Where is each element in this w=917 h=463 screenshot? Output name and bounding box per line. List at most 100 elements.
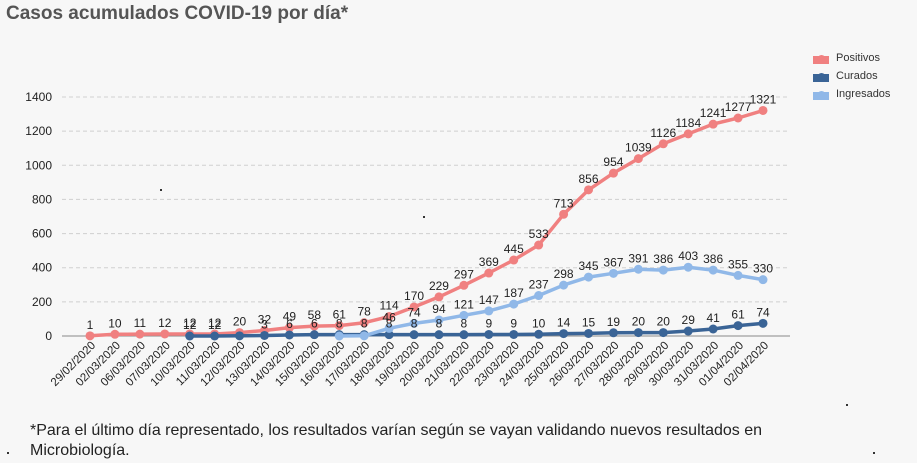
- data-point-curados: [284, 330, 294, 340]
- data-point-positivos: [160, 329, 170, 339]
- footnote: *Para el último día representado, los re…: [30, 422, 763, 459]
- data-label-curados: 3: [261, 317, 268, 331]
- data-point-curados: [758, 318, 768, 328]
- data-label-curados: 15: [582, 315, 596, 329]
- y-tick-label: 0: [45, 329, 52, 343]
- legend-label: Positivos: [836, 52, 881, 64]
- data-point-curados: [509, 329, 519, 339]
- y-tick-label: 1000: [25, 158, 52, 172]
- chart-title: Casos acumulados COVID-19 por día*: [6, 3, 349, 24]
- data-label-curados: 6: [311, 317, 318, 331]
- data-label-positivos: 297: [454, 267, 474, 281]
- legend-swatch: [813, 55, 829, 64]
- data-point-ingresados: [608, 268, 618, 278]
- data-point-positivos: [459, 280, 469, 290]
- data-label-ingresados: 345: [579, 259, 599, 273]
- data-point-positivos: [608, 168, 618, 178]
- data-label-ingresados: 391: [628, 251, 648, 265]
- data-label-curados: 74: [756, 305, 770, 319]
- data-point-positivos: [584, 185, 594, 195]
- data-point-positivos: [85, 331, 95, 341]
- y-tick-label: 1400: [25, 90, 52, 104]
- data-point-curados: [658, 328, 668, 338]
- data-point-curados: [210, 331, 220, 341]
- data-label-positivos: 1321: [750, 92, 777, 106]
- data-point-curados: [459, 330, 469, 340]
- data-point-positivos: [633, 154, 643, 164]
- data-label-curados: 9: [510, 316, 517, 330]
- stray-dot: [873, 452, 875, 454]
- data-label-positivos: 114: [380, 299, 399, 313]
- data-label-ingresados: 330: [753, 262, 773, 276]
- data-point-ingresados: [708, 265, 718, 275]
- data-label-ingresados: 187: [504, 286, 524, 300]
- series-line-positivos: [88, 108, 765, 338]
- data-point-positivos: [683, 129, 693, 139]
- legend-label: Curados: [836, 70, 878, 82]
- data-label-positivos: 58: [308, 308, 322, 322]
- y-tick-label: 200: [32, 295, 52, 309]
- data-point-curados: [309, 330, 319, 340]
- data-point-ingresados: [633, 264, 643, 274]
- data-point-positivos: [559, 209, 569, 219]
- stray-dot: [423, 216, 425, 218]
- data-label-positivos: 533: [529, 227, 549, 241]
- data-point-ingresados: [683, 262, 693, 272]
- stray-dot: [7, 452, 9, 454]
- data-label-ingresados: 237: [529, 278, 549, 292]
- x-axis: 29/02/202002/03/202006/03/202007/03/2020…: [49, 335, 790, 389]
- legend-label: Ingresados: [836, 88, 891, 100]
- data-point-ingresados: [484, 306, 494, 316]
- data-label-ingresados: 367: [603, 255, 623, 269]
- y-axis: 0 200 400 600 800 1000 1200 1400: [25, 90, 52, 343]
- data-label-positivos: 1039: [625, 141, 652, 155]
- data-label-positivos: 1277: [725, 100, 752, 114]
- data-point-curados: [534, 329, 544, 339]
- data-label-curados: 8: [361, 317, 368, 331]
- data-point-curados: [484, 329, 494, 339]
- data-point-positivos: [334, 321, 344, 331]
- data-label-positivos: 11: [134, 316, 147, 330]
- data-point-positivos: [110, 329, 120, 339]
- data-point-positivos: [758, 105, 768, 115]
- data-point-curados: [384, 330, 394, 340]
- data-point-curados: [608, 328, 618, 338]
- data-point-ingresados: [384, 323, 394, 333]
- data-label-positivos: 61: [333, 308, 347, 322]
- data-label-curados: 14: [557, 316, 571, 330]
- data-label-curados: 8: [336, 317, 343, 331]
- data-label-curados: 8: [436, 317, 443, 331]
- data-label-positivos: 10: [108, 316, 122, 330]
- data-point-positivos: [534, 240, 544, 250]
- data-point-curados: [584, 328, 594, 338]
- data-label-ingresados: 46: [382, 310, 396, 324]
- data-point-ingresados: [758, 275, 768, 285]
- data-label-ingresados: 94: [432, 302, 446, 316]
- y-tick-label: 800: [32, 192, 52, 206]
- data-point-curados: [259, 330, 269, 340]
- data-label-positivos: 49: [283, 310, 297, 324]
- data-point-curados: [633, 328, 643, 338]
- data-point-ingresados: [334, 331, 344, 341]
- legend-swatch: [813, 91, 829, 100]
- data-label-positivos: 713: [554, 196, 574, 210]
- data-point-positivos: [509, 255, 519, 265]
- data-point-ingresados: [359, 331, 369, 341]
- data-point-curados: [733, 321, 743, 331]
- data-label-positivos: 32: [258, 313, 272, 327]
- data-point-curados: [708, 324, 718, 334]
- data-label-ingresados: 403: [678, 249, 698, 263]
- data-point-positivos: [384, 312, 394, 322]
- data-point-ingresados: [733, 270, 743, 280]
- series-layer: [85, 105, 768, 341]
- y-tick-label: 400: [32, 261, 52, 275]
- data-point-positivos: [409, 302, 419, 312]
- data-point-curados: [434, 330, 444, 340]
- data-label-positivos: 1241: [700, 106, 727, 120]
- data-point-curados: [235, 331, 245, 341]
- data-label-curados: 8: [386, 317, 393, 331]
- data-label-curados: 20: [632, 315, 646, 329]
- y-tick-label: 1200: [25, 124, 52, 138]
- data-label-ingresados: 147: [479, 293, 499, 307]
- data-label-positivos: 12: [183, 316, 197, 330]
